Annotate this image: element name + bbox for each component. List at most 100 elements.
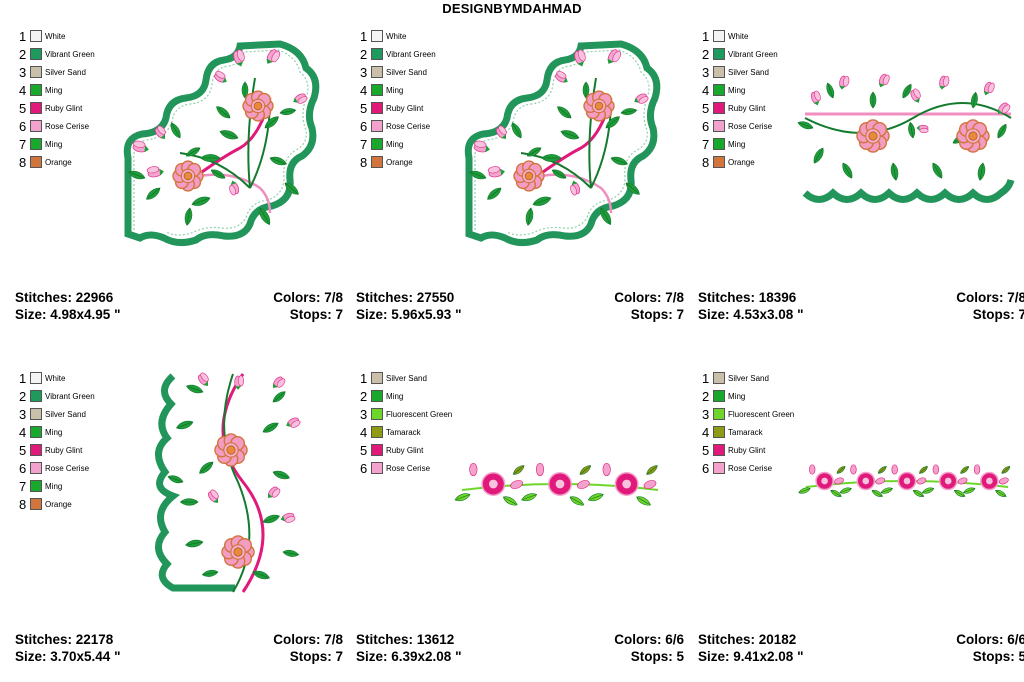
color-index: 7 xyxy=(19,478,27,494)
color-name: Tamarack xyxy=(386,427,421,437)
color-index: 3 xyxy=(19,406,27,422)
legend-row: 1 White xyxy=(702,27,778,45)
leaf-shape xyxy=(995,489,1007,497)
leaf-shape xyxy=(977,162,986,181)
leaf-shape xyxy=(877,466,887,474)
color-name: White xyxy=(45,31,66,41)
color-swatch xyxy=(713,48,725,60)
design-size: Size: 6.39x2.08 " xyxy=(356,649,462,664)
legend-row: 4 Ming xyxy=(360,81,436,99)
color-name: Silver Sand xyxy=(728,67,769,77)
color-swatch xyxy=(713,120,725,132)
color-name: Ming xyxy=(728,391,746,401)
color-index: 8 xyxy=(19,496,27,512)
bud-shape xyxy=(809,464,816,475)
color-name: Tamarack xyxy=(728,427,763,437)
color-swatch xyxy=(371,102,383,114)
design-panel-5[interactable]: 1 Silver Sand 2 Ming 3 Fluorescent Green 4 Tama… xyxy=(356,342,698,682)
color-swatch xyxy=(30,48,42,60)
leaf-shape xyxy=(1001,466,1011,474)
color-index: 1 xyxy=(19,370,27,386)
legend-row: 2 Vibrant Green xyxy=(702,45,778,63)
design-panel-1[interactable]: 1 White 2 Vibrant Green 3 Silver Sand 4 Ming 5 Ru… xyxy=(15,0,357,340)
color-index: 2 xyxy=(360,46,368,62)
color-index: 2 xyxy=(360,388,368,404)
leaf-shape xyxy=(184,207,193,226)
stop-count: Stops: 7 xyxy=(630,307,684,322)
leaf-shape xyxy=(170,122,181,139)
color-index: 5 xyxy=(702,100,710,116)
color-name: Orange xyxy=(45,499,72,509)
stitch-count: Stitches: 13612 xyxy=(356,632,455,647)
color-name: Orange xyxy=(386,157,413,167)
leaf-shape xyxy=(610,156,628,166)
embroidery-preview-vertical xyxy=(155,372,301,593)
design-size: Size: 3.70x5.44 " xyxy=(15,649,121,664)
bud-shape xyxy=(998,477,1009,485)
leaf-shape xyxy=(830,489,842,497)
leaf-shape xyxy=(600,207,612,226)
color-swatch xyxy=(30,498,42,510)
leaf-shape xyxy=(880,487,894,494)
design-panel-3[interactable]: 1 White 2 Vibrant Green 3 Silver Sand 4 Ming 5 Ru… xyxy=(698,0,1024,340)
stitch-count: Stitches: 27550 xyxy=(356,290,455,305)
design-panel-2[interactable]: 1 White 2 Vibrant Green 3 Silver Sand 4 Ming 5 Ru… xyxy=(356,0,698,340)
color-index: 2 xyxy=(19,388,27,404)
color-swatch xyxy=(371,138,383,150)
embroidery-preview-corner xyxy=(464,40,661,247)
color-name: Ruby Glint xyxy=(728,445,766,455)
color-name: Orange xyxy=(728,157,755,167)
leaf-shape xyxy=(262,514,280,524)
color-swatch xyxy=(713,426,725,438)
color-swatch xyxy=(371,66,383,78)
legend-row: 1 White xyxy=(360,27,436,45)
color-name: Rose Cerise xyxy=(728,463,773,473)
leaf-shape xyxy=(587,493,604,502)
stitch-count: Stitches: 18396 xyxy=(698,290,797,305)
color-swatch xyxy=(713,30,725,42)
color-swatch xyxy=(371,30,383,42)
leaf-shape xyxy=(128,170,146,180)
color-swatch xyxy=(30,120,42,132)
leaf-shape xyxy=(185,539,204,548)
legend-row: 5 Ruby Glint xyxy=(360,99,436,117)
leaf-shape xyxy=(525,207,534,226)
legend-row: 5 Ruby Glint xyxy=(702,441,794,459)
color-swatch xyxy=(371,372,383,384)
color-index: 5 xyxy=(360,100,368,116)
legend-row: 4 Tamarack xyxy=(360,423,452,441)
color-count: Colors: 7/8 xyxy=(956,290,1024,305)
color-name: Vibrant Green xyxy=(45,49,95,59)
color-index: 2 xyxy=(702,388,710,404)
color-name: White xyxy=(386,31,407,41)
design-panel-6[interactable]: 1 Silver Sand 2 Ming 3 Fluorescent Green 4 Tama… xyxy=(698,342,1024,682)
leaf-shape xyxy=(219,130,239,140)
color-swatch xyxy=(713,66,725,78)
scalloped-border xyxy=(123,40,320,247)
stop-count: Stops: 7 xyxy=(289,307,343,322)
bud-shape xyxy=(839,75,850,90)
leaf-shape xyxy=(997,123,1007,139)
leaf-shape xyxy=(487,187,502,200)
legend-row: 2 Ming xyxy=(702,387,794,405)
thread-color-legend: 1 White 2 Vibrant Green 3 Silver Sand 4 Ming 5 Ru… xyxy=(19,27,95,171)
bud-shape xyxy=(280,512,296,523)
color-index: 1 xyxy=(702,370,710,386)
leaf-shape xyxy=(146,187,161,200)
leaf-shape xyxy=(826,82,835,99)
thread-color-legend: 1 White 2 Vibrant Green 3 Silver Sand 4 Ming 5 Ru… xyxy=(360,27,436,171)
color-index: 5 xyxy=(702,442,710,458)
bud-shape xyxy=(932,464,939,475)
flower-core xyxy=(524,171,534,181)
color-swatch xyxy=(30,84,42,96)
color-swatch xyxy=(371,48,383,60)
color-name: White xyxy=(728,31,749,41)
leaf-shape xyxy=(871,489,883,497)
bud-shape xyxy=(878,73,890,88)
bud-shape xyxy=(293,93,308,104)
legend-row: 7 Ming xyxy=(19,477,95,495)
leaf-shape xyxy=(526,147,542,157)
bud-shape xyxy=(850,464,857,475)
design-panel-4[interactable]: 1 White 2 Vibrant Green 3 Silver Sand 4 Ming 5 Ru… xyxy=(15,342,357,682)
color-index: 3 xyxy=(702,64,710,80)
